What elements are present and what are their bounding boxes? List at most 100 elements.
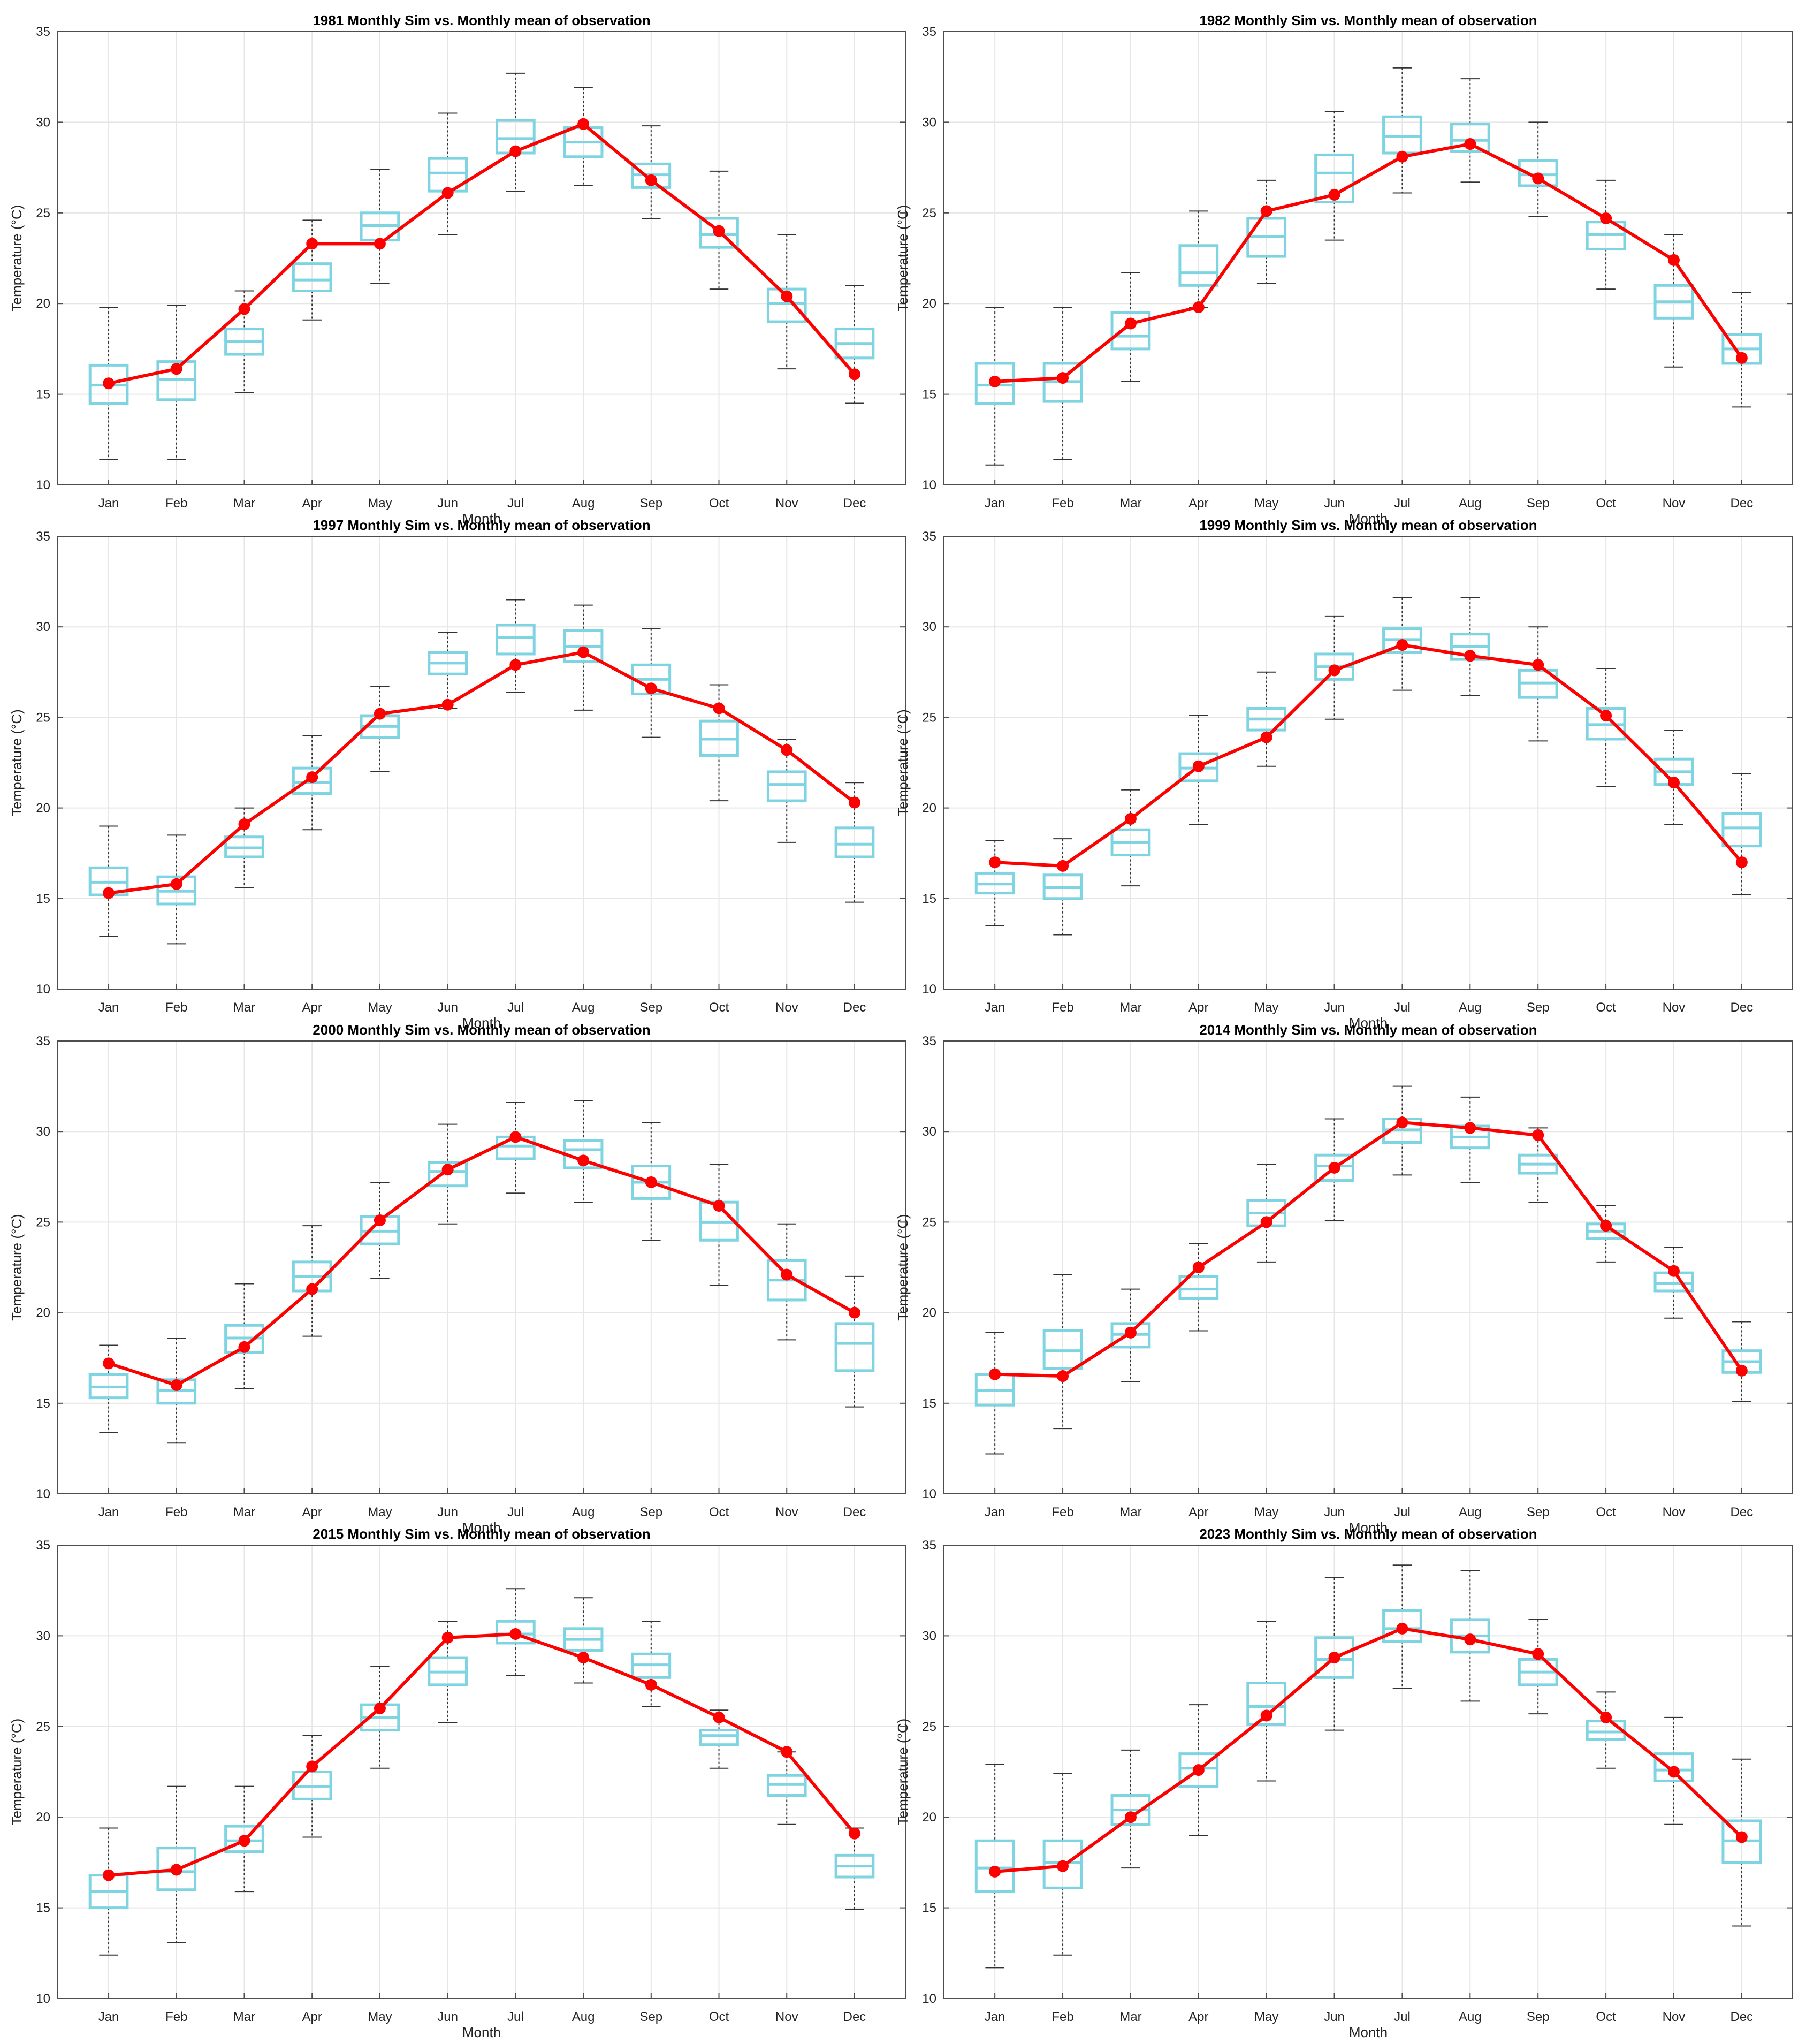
box-iqr: [1314, 1153, 1354, 1182]
axes-frame: [57, 1545, 906, 1999]
sim-point: [441, 1631, 454, 1644]
sim-point: [781, 1268, 793, 1281]
sim-point: [1260, 731, 1272, 743]
chart-title: 2015 Monthly Sim vs. Monthly mean of obs…: [313, 1526, 650, 1542]
x-tick-label: Jan: [985, 496, 1005, 511]
boxplot-mar: [1110, 789, 1151, 887]
chart-panel-6: 10 15 20 25 30 35 Jan Feb Mar Apr May Jun Jul Aug Sep O…: [895, 1022, 1793, 1536]
sim-point: [1735, 1364, 1748, 1377]
box-iqr: [1178, 244, 1219, 287]
sim-point: [170, 1864, 182, 1876]
x-tick-label: Sep: [1527, 1000, 1550, 1015]
x-tick-label: Dec: [1730, 1000, 1753, 1015]
x-tick-label: Apr: [1188, 2010, 1208, 2024]
sim-point: [1328, 1652, 1340, 1664]
x-axis-label: Month: [462, 1015, 501, 1031]
y-tick-label: 30: [36, 115, 50, 130]
box-iqr: [1246, 1681, 1287, 1726]
x-tick-label: May: [368, 1505, 392, 1519]
box-iqr: [496, 1620, 536, 1645]
box-iqr: [1721, 812, 1762, 848]
box-iqr: [428, 1161, 468, 1188]
x-tick-label: Apr: [302, 496, 322, 511]
box-iqr: [766, 770, 807, 802]
x-tick-label: Sep: [639, 2010, 662, 2024]
x-tick-label: Apr: [302, 1000, 322, 1015]
sim-point: [577, 1154, 590, 1167]
box-iqr: [1178, 1752, 1219, 1788]
sim-point: [848, 368, 860, 381]
x-tick-label: Jun: [1324, 1505, 1345, 1519]
box-iqr: [1110, 311, 1151, 351]
chart-panel-8: 10 15 20 25 30 35 Jan Feb Mar Apr May Jun Jul Aug Sep O…: [895, 1526, 1793, 2040]
sim-point: [781, 1746, 793, 1758]
y-tick-label: 30: [36, 620, 50, 634]
x-tick-label: May: [1254, 1000, 1278, 1015]
x-tick-label: May: [368, 496, 392, 511]
x-tick-label: Jul: [507, 1505, 524, 1519]
y-tick-label: 25: [922, 206, 936, 221]
y-tick-label: 35: [922, 25, 936, 39]
y-tick-label: 20: [922, 1810, 936, 1825]
x-tick-label: Sep: [639, 1000, 662, 1015]
plot-area: [58, 536, 905, 989]
x-tick-label: Jun: [437, 1000, 458, 1015]
boxplot-aug: [563, 1100, 604, 1203]
x-tick-label: Jun: [1324, 1000, 1345, 1015]
boxplot-dec: [834, 1827, 875, 1910]
sim-point: [1667, 1265, 1680, 1277]
box-iqr: [699, 217, 739, 249]
sim-point: [306, 1283, 318, 1295]
x-tick-label: Apr: [1188, 496, 1208, 511]
y-tick-label: 10: [36, 478, 50, 492]
chart-panel-7: 10 15 20 25 30 35 Jan Feb Mar Apr May Jun Jul Aug Sep O…: [9, 1526, 906, 2040]
sim-point: [1328, 1161, 1340, 1174]
x-tick-label: Jun: [437, 1505, 458, 1519]
sim-point: [1600, 1711, 1612, 1723]
x-tick-label: Mar: [233, 2010, 255, 2024]
y-tick-label: 30: [36, 1124, 50, 1139]
sim-point: [713, 1199, 725, 1212]
x-tick-label: Feb: [165, 2010, 187, 2024]
sim-point: [1600, 212, 1612, 224]
boxplot-mar: [224, 290, 264, 393]
box-iqr: [1042, 1839, 1083, 1889]
y-tick-label: 20: [922, 801, 936, 816]
chart-panel-3: 10 15 20 25 30 35 Jan Feb Mar Apr May Jun Jul Aug Sep O…: [9, 517, 906, 1031]
x-tick-label: Aug: [572, 1505, 595, 1519]
x-tick-label: Jul: [507, 1000, 524, 1015]
sim-point: [1464, 138, 1476, 150]
x-tick-label: Feb: [1051, 1505, 1073, 1519]
x-tick-label: Apr: [1188, 1000, 1208, 1015]
sim-point: [781, 290, 793, 302]
x-axis-label: Month: [1349, 2024, 1388, 2040]
sim-point: [1328, 188, 1340, 201]
sim-point: [1735, 352, 1748, 364]
sim-point: [374, 1702, 386, 1714]
x-tick-label: Jul: [1394, 1505, 1411, 1519]
boxplot-jan: [88, 1344, 129, 1433]
x-tick-label: Sep: [639, 496, 662, 511]
y-tick-label: 15: [36, 1901, 50, 1916]
x-tick-label: Aug: [572, 496, 595, 511]
y-tick-label: 30: [922, 620, 936, 634]
x-tick-label: Oct: [1596, 496, 1616, 511]
boxplot-feb: [1042, 838, 1083, 936]
y-tick-label: 25: [36, 206, 50, 221]
x-tick-label: Nov: [1663, 1000, 1686, 1015]
x-tick-label: Nov: [775, 1000, 798, 1015]
boxplot-aug: [563, 604, 604, 711]
x-tick-label: Jul: [507, 2010, 524, 2024]
boxplot-jan: [974, 840, 1015, 926]
sim-point: [1192, 1262, 1205, 1273]
x-tick-label: Jun: [1324, 2010, 1345, 2024]
sim-point: [848, 1827, 860, 1840]
x-tick-label: Aug: [572, 2010, 595, 2024]
plot-area: [58, 1041, 905, 1494]
x-tick-label: Dec: [843, 1505, 866, 1519]
boxplot-oct: [1586, 668, 1626, 787]
plot-area: [944, 1545, 1793, 1999]
boxplot-sep: [631, 1122, 672, 1241]
x-tick-label: May: [1254, 1505, 1278, 1519]
sim-point: [848, 796, 860, 809]
